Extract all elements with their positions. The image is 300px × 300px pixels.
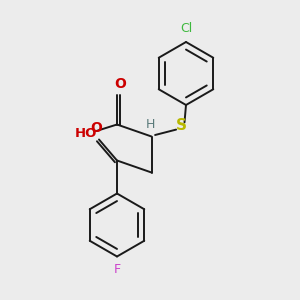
Text: HO: HO <box>74 127 97 140</box>
Text: F: F <box>113 263 121 276</box>
Text: O: O <box>90 121 102 135</box>
Text: H: H <box>145 118 155 131</box>
Text: Cl: Cl <box>180 22 192 35</box>
Text: S: S <box>176 118 187 134</box>
Text: O: O <box>115 77 127 91</box>
